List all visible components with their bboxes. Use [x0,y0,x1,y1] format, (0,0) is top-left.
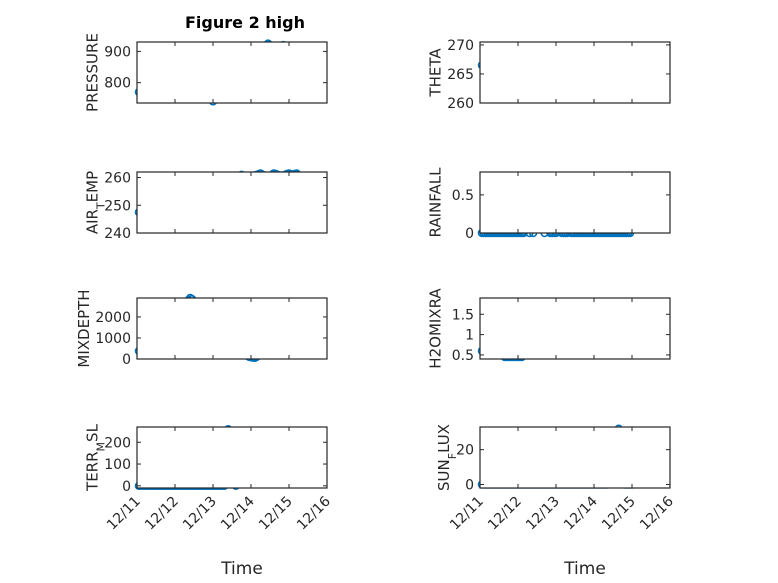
y-tick-label: 0 [465,226,474,242]
y-tick-label: 265 [447,67,474,83]
y-axis-label-terr-msl: TERRMSL [84,423,108,492]
y-tick-label: 200 [104,435,131,451]
y-tick-label: 1 [465,328,474,344]
x-tick-label: 12/12 [142,494,182,534]
y-axis-label-theta: THETA [427,48,445,98]
y-axis-label-mixdepth: MIXDEPTH [75,289,93,367]
subplot-h2omixra: 0.5 1 1.5 H2OMIXRA [427,288,671,369]
y-tick-label: 100 [104,457,131,473]
subplot-rainfall: 0 0.5 RAINFALL [427,167,671,242]
axes-frame [136,41,328,104]
y-tick-label: 240 [104,226,131,242]
y-tick-label: 0.5 [452,188,474,204]
y-tick-label: 250 [104,198,131,214]
y-tick-label: 0.5 [452,348,474,364]
axes-frame [136,297,328,360]
y-axis-label-h2omixra: H2OMIXRA [427,288,445,369]
axes-frame [136,171,328,234]
axes-frame [479,41,671,104]
y-axis-label-main: SUN [435,459,453,491]
y-axis-label-pressure: PRESSURE [84,33,102,112]
y-tick-label: 270 [447,38,474,54]
y-axis-label-rest: LUX [435,424,453,453]
x-tick-label: 12/16 [294,493,334,533]
y-tick-label: 800 [104,76,131,92]
y-axis-label-subscript: M [94,442,107,452]
y-axis-label-subscript: T [94,202,107,210]
x-tick-label: 12/13 [180,494,220,534]
x-tick-label: 12/11 [447,494,487,534]
y-tick-label: 20 [456,443,474,459]
axes-frame [136,426,328,489]
y-tick-label: 260 [104,171,131,187]
x-axis-label: Time [220,559,263,579]
x-tick-label: 12/15 [599,494,639,534]
x-tick-label: 12/15 [256,494,296,534]
y-tick-label: 0 [122,352,131,368]
y-axis-label-rainfall: RAINFALL [427,167,445,238]
figure-title-group: Figure 2 high [185,13,305,32]
axes-frame [479,426,671,489]
y-axis-label-rest: SL [84,423,102,442]
x-tick-label: 12/12 [485,494,525,534]
y-axis-label-sun-flux: SUNFLUX [435,424,459,491]
y-axis-label-main: AIR [84,209,102,234]
y-tick-label: 900 [104,44,131,60]
x-tick-label: 12/14 [561,493,601,533]
y-axis-label-subscript: F [446,453,459,459]
y-tick-label: 1.5 [452,307,474,323]
y-axis-label-main: TERR [84,451,102,492]
y-tick-label: 1000 [95,331,131,347]
x-tick-label: 12/13 [523,494,563,534]
x-tick-label: 12/11 [104,494,144,534]
y-axis-label-air-temp: AIRTEMP [84,171,108,234]
y-tick-label: 0 [122,479,131,495]
axes-frame [479,171,671,234]
x-axis-label: Time [563,559,606,579]
figure-title: Figure 2 high [185,13,305,32]
y-tick-label: 2000 [95,310,131,326]
axes-frame [479,297,671,360]
y-tick-label: 0 [465,478,474,494]
y-axis-label-rest: EMP [84,171,102,202]
x-tick-label: 12/16 [637,493,677,533]
y-tick-label: 260 [447,96,474,112]
x-tick-label: 12/14 [218,493,258,533]
